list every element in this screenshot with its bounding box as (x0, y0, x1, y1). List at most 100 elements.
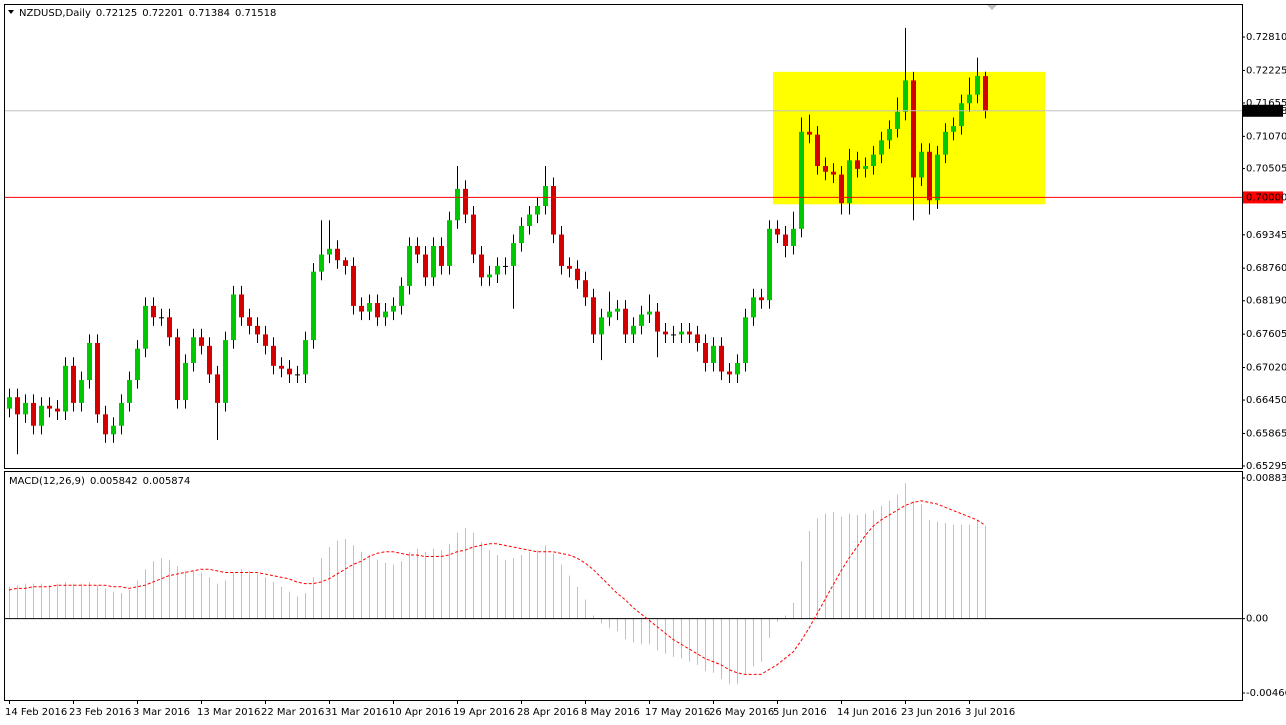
candle-body (503, 265, 508, 267)
candle-body (719, 345, 724, 372)
candle-body (807, 131, 812, 135)
y-tick-label: 0.72810 (1246, 32, 1286, 43)
candle-body (79, 380, 84, 403)
ohlc-open: 0.72125 (96, 8, 137, 19)
candle-body (879, 140, 884, 155)
x-tick-label: 17 May 2016 (645, 707, 710, 718)
candle-body (527, 214, 532, 226)
candle-body (943, 131, 948, 155)
ohlc-close: 0.71518 (235, 8, 276, 19)
candle-body (567, 265, 572, 269)
candle-body (87, 342, 92, 381)
candle-body (199, 337, 204, 346)
candle-body (439, 245, 444, 266)
candle-body (543, 186, 548, 206)
macd-value: 0.005842 (90, 476, 138, 487)
y-tick-label: 0.68760 (1246, 263, 1286, 274)
candle-body (983, 76, 988, 111)
candle-body (615, 308, 620, 312)
candle-body (295, 374, 300, 376)
chart-title: NZDUSD,Daily 0.72125 0.72201 0.71384 0.71518 (19, 8, 276, 19)
candle-body (287, 368, 292, 375)
highlight-zone (773, 71, 1045, 205)
candle-body (471, 214, 476, 255)
candle-body (367, 303, 372, 312)
shift-marker (987, 5, 997, 10)
candle-body (935, 154, 940, 201)
candle-body (519, 225, 524, 244)
candle-body (783, 234, 788, 246)
ohlc-low: 0.71384 (189, 8, 230, 19)
candle-body (631, 325, 636, 335)
x-tick-label: 14 Jun 2016 (837, 707, 897, 718)
x-tick-label: 23 Jun 2016 (901, 707, 961, 718)
candle-body (143, 305, 148, 349)
candle-body (15, 397, 20, 415)
x-tick-label: 26 May 2016 (709, 707, 774, 718)
candle-body (327, 248, 332, 255)
signal-line (8, 500, 986, 675)
candle-body (159, 317, 164, 319)
x-tick-label: 19 Apr 2016 (453, 707, 515, 718)
candle-body (135, 348, 140, 381)
y-tick-label: 0.72225 (1246, 65, 1286, 76)
candle-body (183, 362, 188, 401)
x-tick-label: 22 Mar 2016 (261, 707, 324, 718)
candle-body (279, 365, 284, 369)
candle-body (311, 271, 316, 341)
x-tick-label: 3 Jul 2016 (965, 707, 1015, 718)
candle-body (359, 305, 364, 312)
candle-body (215, 374, 220, 403)
candle-body (255, 325, 260, 335)
candle-body (167, 317, 172, 338)
candle-body (375, 303, 380, 318)
candle-body (583, 280, 588, 298)
candle-body (775, 228, 780, 235)
candle-body (647, 311, 652, 315)
candle-body (535, 205, 540, 215)
x-tick-label: 23 Feb 2016 (69, 707, 131, 718)
candle-body (479, 254, 484, 278)
x-tick-label: 31 Mar 2016 (325, 707, 388, 718)
y-tick-label: 0.67020 (1246, 363, 1286, 374)
candle-body (703, 342, 708, 363)
candle-body (975, 75, 980, 95)
candle-body (239, 294, 244, 318)
candle-body (623, 308, 628, 335)
candle-body (415, 245, 420, 255)
candle-body (407, 245, 412, 286)
candle-body (823, 166, 828, 172)
macd-name: MACD(12,26,9) (9, 476, 85, 487)
x-tick-label: 14 Feb 2016 (5, 707, 67, 718)
candle-body (23, 402, 28, 415)
candle-body (351, 265, 356, 306)
candle-body (679, 331, 684, 335)
y-tick-label: 0.71655 (1246, 98, 1286, 109)
candle-body (39, 405, 44, 426)
candle-body (839, 174, 844, 204)
candle-body (951, 126, 956, 132)
y-tick-label: 0.69345 (1246, 230, 1286, 241)
y-tick-label: 0.70505 (1246, 164, 1286, 175)
y-tick-label: 0.00 (1246, 614, 1268, 625)
y-tick-label: 0.71070 (1246, 131, 1286, 142)
candle-body (607, 311, 612, 318)
candle-body (399, 285, 404, 306)
candle-body (455, 188, 460, 221)
candle-body (119, 402, 124, 426)
level-label: 0.70000 (1246, 192, 1286, 203)
candle-body (815, 134, 820, 167)
candle-body (639, 314, 644, 326)
y-tick-label: 0.65865 (1246, 428, 1286, 439)
candle-body (151, 305, 156, 318)
ohlc-high: 0.72201 (142, 8, 183, 19)
price-panel (4, 4, 1243, 469)
candle-body (175, 337, 180, 401)
candle-body (967, 94, 972, 104)
candle-body (855, 160, 860, 169)
candle-body (319, 254, 324, 272)
candle-body (711, 345, 716, 363)
x-tick-label: 3 Mar 2016 (133, 707, 190, 718)
candle-body (127, 380, 132, 403)
